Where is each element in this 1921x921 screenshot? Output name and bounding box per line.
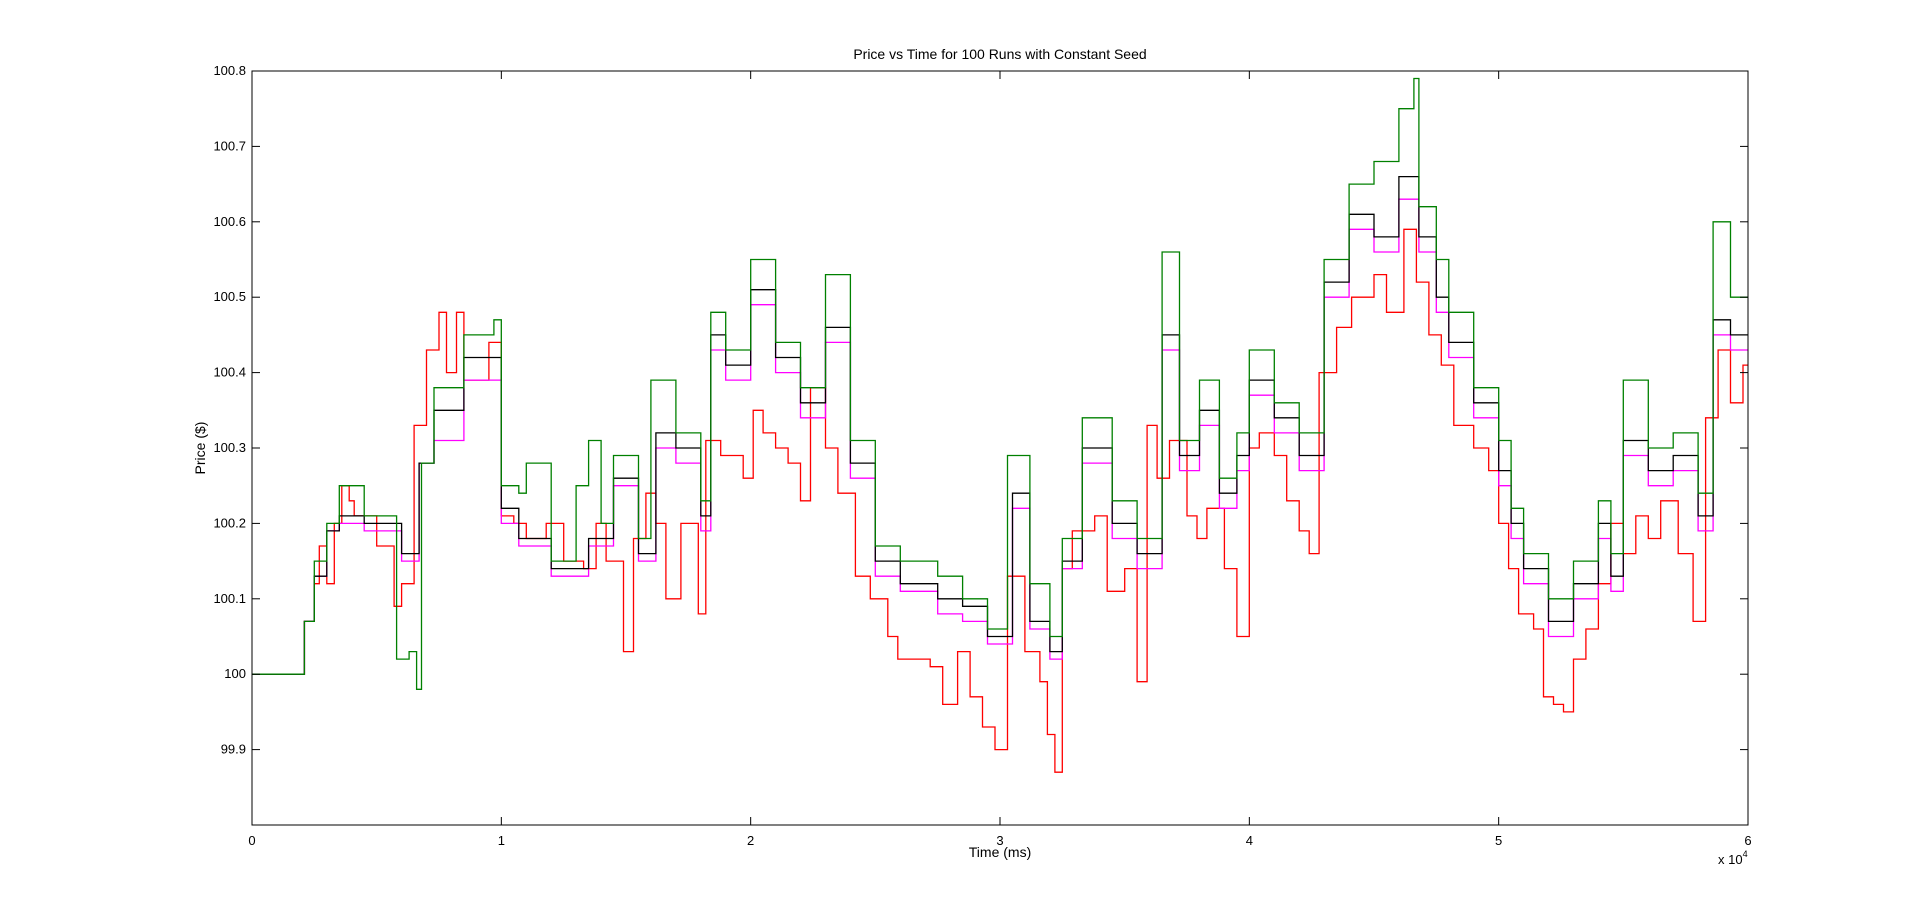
x-tick-label: 3 (996, 833, 1003, 848)
x-tick-label: 1 (498, 833, 505, 848)
x-tick-label: 2 (747, 833, 754, 848)
y-tick-label: 100.4 (213, 365, 246, 380)
series-layer (252, 77, 1748, 773)
x-axis-exponent-base: x 10 (1718, 852, 1743, 867)
y-tick-label: 100.3 (213, 440, 246, 455)
y-tick-label: 100.5 (213, 289, 246, 304)
y-tick-label: 100.8 (213, 63, 246, 78)
y-tick-label: 100.6 (213, 214, 246, 229)
y-tick-label: 100.1 (213, 591, 246, 606)
x-tick-label: 5 (1495, 833, 1502, 848)
series-line-3 (252, 77, 1748, 690)
x-tick-label: 0 (248, 833, 255, 848)
y-tick-label: 99.9 (221, 742, 246, 757)
x-axis-exponent: x 104 (1718, 849, 1748, 867)
x-axis-exponent-power: 4 (1743, 849, 1748, 859)
y-tick-label: 100.7 (213, 138, 246, 153)
x-axis-label: Time (ms) (969, 844, 1031, 860)
y-axis-label: Price ($) (192, 422, 208, 475)
x-axis: 0 1 2 3 4 5 6 (248, 71, 1752, 848)
series-line-1 (252, 198, 1748, 675)
chart-title: Price vs Time for 100 Runs with Constant… (853, 46, 1146, 62)
series-line-2 (252, 175, 1748, 675)
x-tick-label: 4 (1246, 833, 1253, 848)
y-tick-label: 100.2 (213, 515, 246, 530)
x-tick-label: 6 (1744, 833, 1751, 848)
y-tick-label: 100 (224, 666, 246, 681)
y-axis: 99.9 100 100.1 100.2 100.3 100.4 100.5 100.6 100… (213, 63, 1748, 757)
